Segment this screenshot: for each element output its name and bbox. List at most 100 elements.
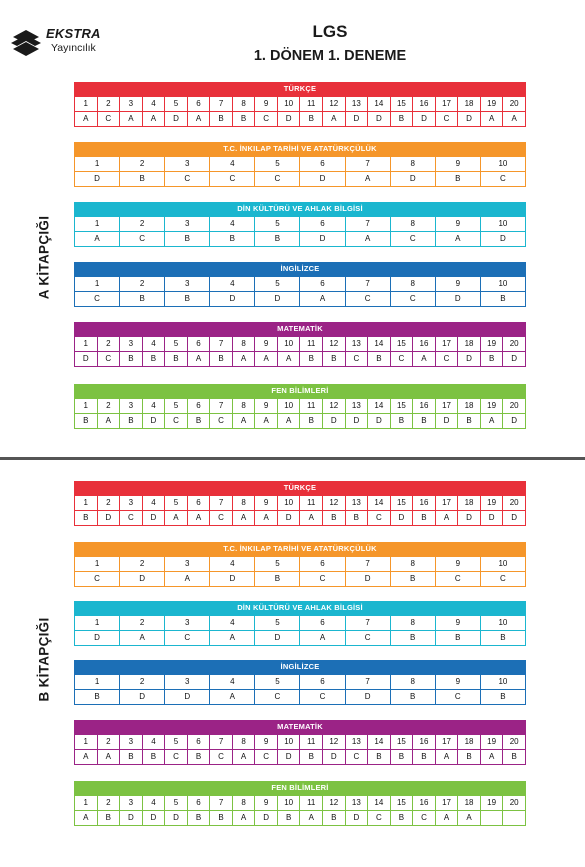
question-number-cell: 10: [276, 96, 301, 112]
answer-cell: C: [389, 291, 436, 307]
question-number-cell: 7: [344, 556, 391, 572]
question-number-cell: 6: [299, 615, 346, 631]
answer-cell: [479, 810, 504, 826]
answer-cell: A: [502, 111, 526, 127]
answer-cell: A: [74, 111, 98, 127]
question-number-cell: 8: [389, 556, 436, 572]
question-number-cell: 4: [209, 674, 256, 690]
question-number-cell: 6: [186, 336, 211, 352]
logo-sub-text: Yayıncılık: [51, 42, 96, 54]
answer-cell: C: [164, 171, 211, 187]
answer-cell: C: [434, 111, 459, 127]
ekstra-logo-icon: [11, 30, 41, 56]
question-number-cell: 20: [502, 336, 526, 352]
question-number-cell: 9: [254, 734, 278, 750]
question-number-cell: 5: [254, 615, 301, 631]
answer-table: 1 2 3 4 5 6 7 8 9 10 11 12 13 14 15 16 17 18 19 20 A A B B C B C A C…: [74, 734, 526, 765]
answer-section-b-4: MATEMATİK 1 2 3 4 5 6 7 8 9 10 11 12 13 14 15 16 17 18 19 20…: [74, 720, 526, 765]
answer-cell: A: [231, 749, 256, 765]
question-number-cell: 12: [322, 495, 346, 511]
question-number-cell: 18: [457, 96, 481, 112]
question-number-row: 1 2 3 4 5 6 7 8 9 10 11 12 13 14 15 16 17 18 19 20: [74, 795, 526, 811]
question-number-cell: 7: [209, 734, 233, 750]
question-number-cell: 16: [412, 96, 436, 112]
question-number-cell: 1: [73, 674, 121, 690]
answer-cell: B: [322, 810, 346, 826]
question-number-cell: 9: [254, 336, 278, 352]
question-number-row: 1 2 3 4 5 6 7 8 9 10: [73, 216, 527, 232]
answer-cell: B: [389, 689, 436, 705]
question-number-cell: 6: [299, 674, 346, 690]
answer-cell: A: [434, 749, 459, 765]
answer-cell: B: [141, 351, 166, 367]
answer-section-b-0: TÜRKÇE 1 2 3 4 5 6 7 8 9 10 11 12 13 14 15 16 17 18 19 20 B D C…: [74, 481, 526, 526]
question-number-cell: 4: [141, 795, 166, 811]
answer-cell: C: [299, 689, 346, 705]
answer-section-a-5: FEN BİLİMLERİ 1 2 3 4 5 6 7 8 9 10 11 12 13 14 15 16 17 18…: [74, 384, 526, 429]
question-number-cell: 9: [434, 674, 481, 690]
answer-cell: C: [96, 111, 121, 127]
answer-cell: D: [457, 111, 481, 127]
question-number-cell: 5: [254, 674, 301, 690]
answer-cell: B: [457, 413, 481, 429]
question-number-cell: 10: [479, 674, 527, 690]
question-number-cell: 8: [389, 674, 436, 690]
question-number-cell: 8: [231, 398, 256, 414]
answer-cell: A: [73, 231, 121, 247]
answer-cell: B: [389, 749, 414, 765]
question-number-cell: 8: [389, 156, 436, 172]
answer-cell: B: [412, 413, 436, 429]
question-number-cell: 1: [73, 216, 121, 232]
question-number-cell: 4: [141, 495, 166, 511]
answer-section-b-3: İNGİLİZCE 1 2 3 4 5 6 7 8 9 10 B D D A C C D B C B: [73, 660, 527, 705]
question-number-cell: 11: [299, 734, 324, 750]
question-number-cell: 10: [479, 615, 527, 631]
question-number-cell: 12: [322, 795, 346, 811]
question-number-cell: 3: [164, 615, 211, 631]
question-number-row: 1 2 3 4 5 6 7 8 9 10 11 12 13 14 15 16 17 18 19 20: [74, 398, 526, 414]
answer-cell: B: [322, 510, 346, 526]
question-number-cell: 1: [74, 96, 98, 112]
answer-cell: A: [119, 111, 143, 127]
answer-cell: A: [231, 351, 256, 367]
answer-cell: C: [119, 231, 166, 247]
question-number-cell: 2: [96, 336, 121, 352]
answer-cell: C: [344, 630, 391, 646]
section-header: T.C. İNKILAP TARİHİ VE ATATÜRKÇÜLÜK: [74, 542, 526, 556]
answer-cell: D: [322, 749, 346, 765]
question-number-row: 1 2 3 4 5 6 7 8 9 10 11 12 13 14 15 16 17 18 19 20: [74, 96, 526, 112]
question-number-cell: 3: [164, 216, 211, 232]
question-number-cell: 17: [434, 398, 459, 414]
question-number-cell: 4: [141, 398, 166, 414]
question-number-cell: 8: [231, 96, 256, 112]
answer-cell: D: [502, 510, 526, 526]
answer-cell: D: [164, 810, 188, 826]
answer-cell: B: [96, 810, 121, 826]
answer-cell: B: [434, 171, 481, 187]
section-header: MATEMATİK: [74, 720, 526, 734]
answer-cell: D: [141, 810, 166, 826]
answer-cell: C: [209, 749, 233, 765]
question-number-cell: 12: [322, 398, 346, 414]
answer-cell: D: [322, 413, 346, 429]
answer-cell: D: [74, 351, 98, 367]
question-number-cell: 11: [299, 96, 324, 112]
answer-cell: C: [412, 810, 436, 826]
question-number-cell: 2: [96, 795, 121, 811]
question-number-cell: 6: [186, 96, 211, 112]
answer-cell: B: [209, 111, 233, 127]
question-number-row: 1 2 3 4 5 6 7 8 9 10 11 12 13 14 15 16 17 18 19 20: [74, 336, 526, 352]
answer-cell: A: [254, 413, 278, 429]
question-number-cell: 2: [119, 156, 166, 172]
question-number-cell: 17: [434, 795, 459, 811]
question-number-cell: 8: [389, 216, 436, 232]
question-number-cell: 13: [344, 96, 369, 112]
question-number-row: 1 2 3 4 5 6 7 8 9 10 11 12 13 14 15 16 17 18 19 20: [74, 734, 526, 750]
section-header: FEN BİLİMLERİ: [74, 384, 526, 398]
question-number-cell: 7: [209, 96, 233, 112]
question-number-row: 1 2 3 4 5 6 7 8 9 10: [73, 674, 527, 690]
answer-cell: D: [479, 231, 527, 247]
answer-cell: C: [434, 689, 481, 705]
answer-cell: B: [389, 810, 414, 826]
